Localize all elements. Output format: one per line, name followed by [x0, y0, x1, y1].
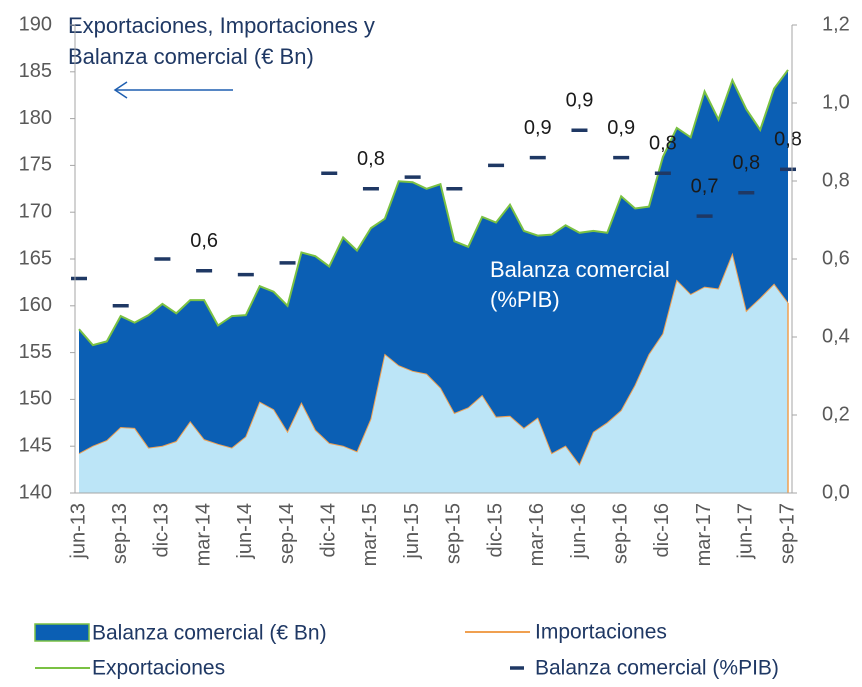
- x-tick-label: dic-16: [651, 503, 673, 557]
- legend-swatch: [34, 623, 90, 642]
- y2-tick-label: 0,8: [822, 169, 850, 191]
- y-tick-label: 145: [19, 434, 52, 456]
- legend-label: Balanza comercial (€ Bn): [92, 622, 327, 645]
- data-label: 0,9: [607, 117, 635, 139]
- y-tick-label: 155: [19, 341, 52, 363]
- y2-tick-label: 0,0: [822, 481, 850, 503]
- x-tick-label: jun-16: [568, 503, 590, 560]
- y2-tick-label: 0,6: [822, 247, 850, 269]
- x-tick-label: mar-17: [693, 503, 715, 566]
- data-label: 0,9: [566, 90, 594, 112]
- y-tick-label: 190: [19, 13, 52, 35]
- annotation: Balanza comercial: [490, 257, 670, 282]
- imports-area: [79, 254, 788, 493]
- chart-title: Exportaciones, Importaciones y: [68, 13, 375, 38]
- legend-label: Importaciones: [535, 621, 667, 644]
- x-tick-label: mar-15: [359, 503, 381, 566]
- y2-tick-label: 0,2: [822, 403, 850, 425]
- x-tick-label: sep-15: [443, 503, 465, 564]
- x-tick-label: sep-17: [776, 503, 798, 564]
- x-tick-label: dic-14: [318, 503, 340, 557]
- y-tick-label: 150: [19, 388, 52, 410]
- x-tick-label: jun-15: [401, 503, 423, 560]
- x-tick-label: mar-16: [526, 503, 548, 566]
- chart-title: Balanza comercial (€ Bn): [68, 44, 314, 69]
- y-tick-label: 140: [19, 481, 52, 503]
- y-tick-label: 180: [19, 107, 52, 129]
- y-tick-label: 165: [19, 247, 52, 269]
- x-tick-label: dic-15: [484, 503, 506, 557]
- data-label: 0,8: [649, 132, 677, 154]
- data-label: 0,9: [524, 117, 552, 139]
- annotation: (%PIB): [490, 287, 560, 312]
- x-tick-label: jun-14: [234, 503, 256, 560]
- y-tick-label: 160: [19, 294, 52, 316]
- legend-label: Exportaciones: [92, 657, 225, 680]
- y2-tick-label: 1,0: [822, 91, 850, 113]
- x-tick-label: jun-17: [735, 503, 757, 560]
- data-label: 0,6: [190, 230, 218, 252]
- x-tick-label: sep-14: [276, 503, 298, 564]
- data-label: 0,7: [691, 175, 719, 197]
- imports-line: [78, 252, 789, 466]
- arrow: [113, 81, 233, 99]
- x-tick-label: sep-16: [609, 503, 631, 564]
- data-label: 0,8: [774, 129, 802, 151]
- exports-line: [78, 69, 789, 347]
- y-tick-label: 185: [19, 60, 52, 82]
- y-tick-label: 175: [19, 154, 52, 176]
- x-tick-label: dic-13: [151, 503, 173, 557]
- data-label: 0,8: [357, 148, 385, 170]
- data-label: 0,8: [732, 152, 760, 174]
- x-tick-label: mar-14: [192, 503, 214, 566]
- x-tick-label: jun-13: [67, 503, 89, 560]
- y2-tick-label: 1,2: [822, 13, 850, 35]
- legend-label: Balanza comercial (%PIB): [535, 657, 779, 680]
- y2-tick-label: 0,4: [822, 325, 850, 347]
- x-tick-label: sep-13: [109, 503, 131, 564]
- balance-area: [79, 69, 788, 465]
- y-tick-label: 170: [19, 200, 52, 222]
